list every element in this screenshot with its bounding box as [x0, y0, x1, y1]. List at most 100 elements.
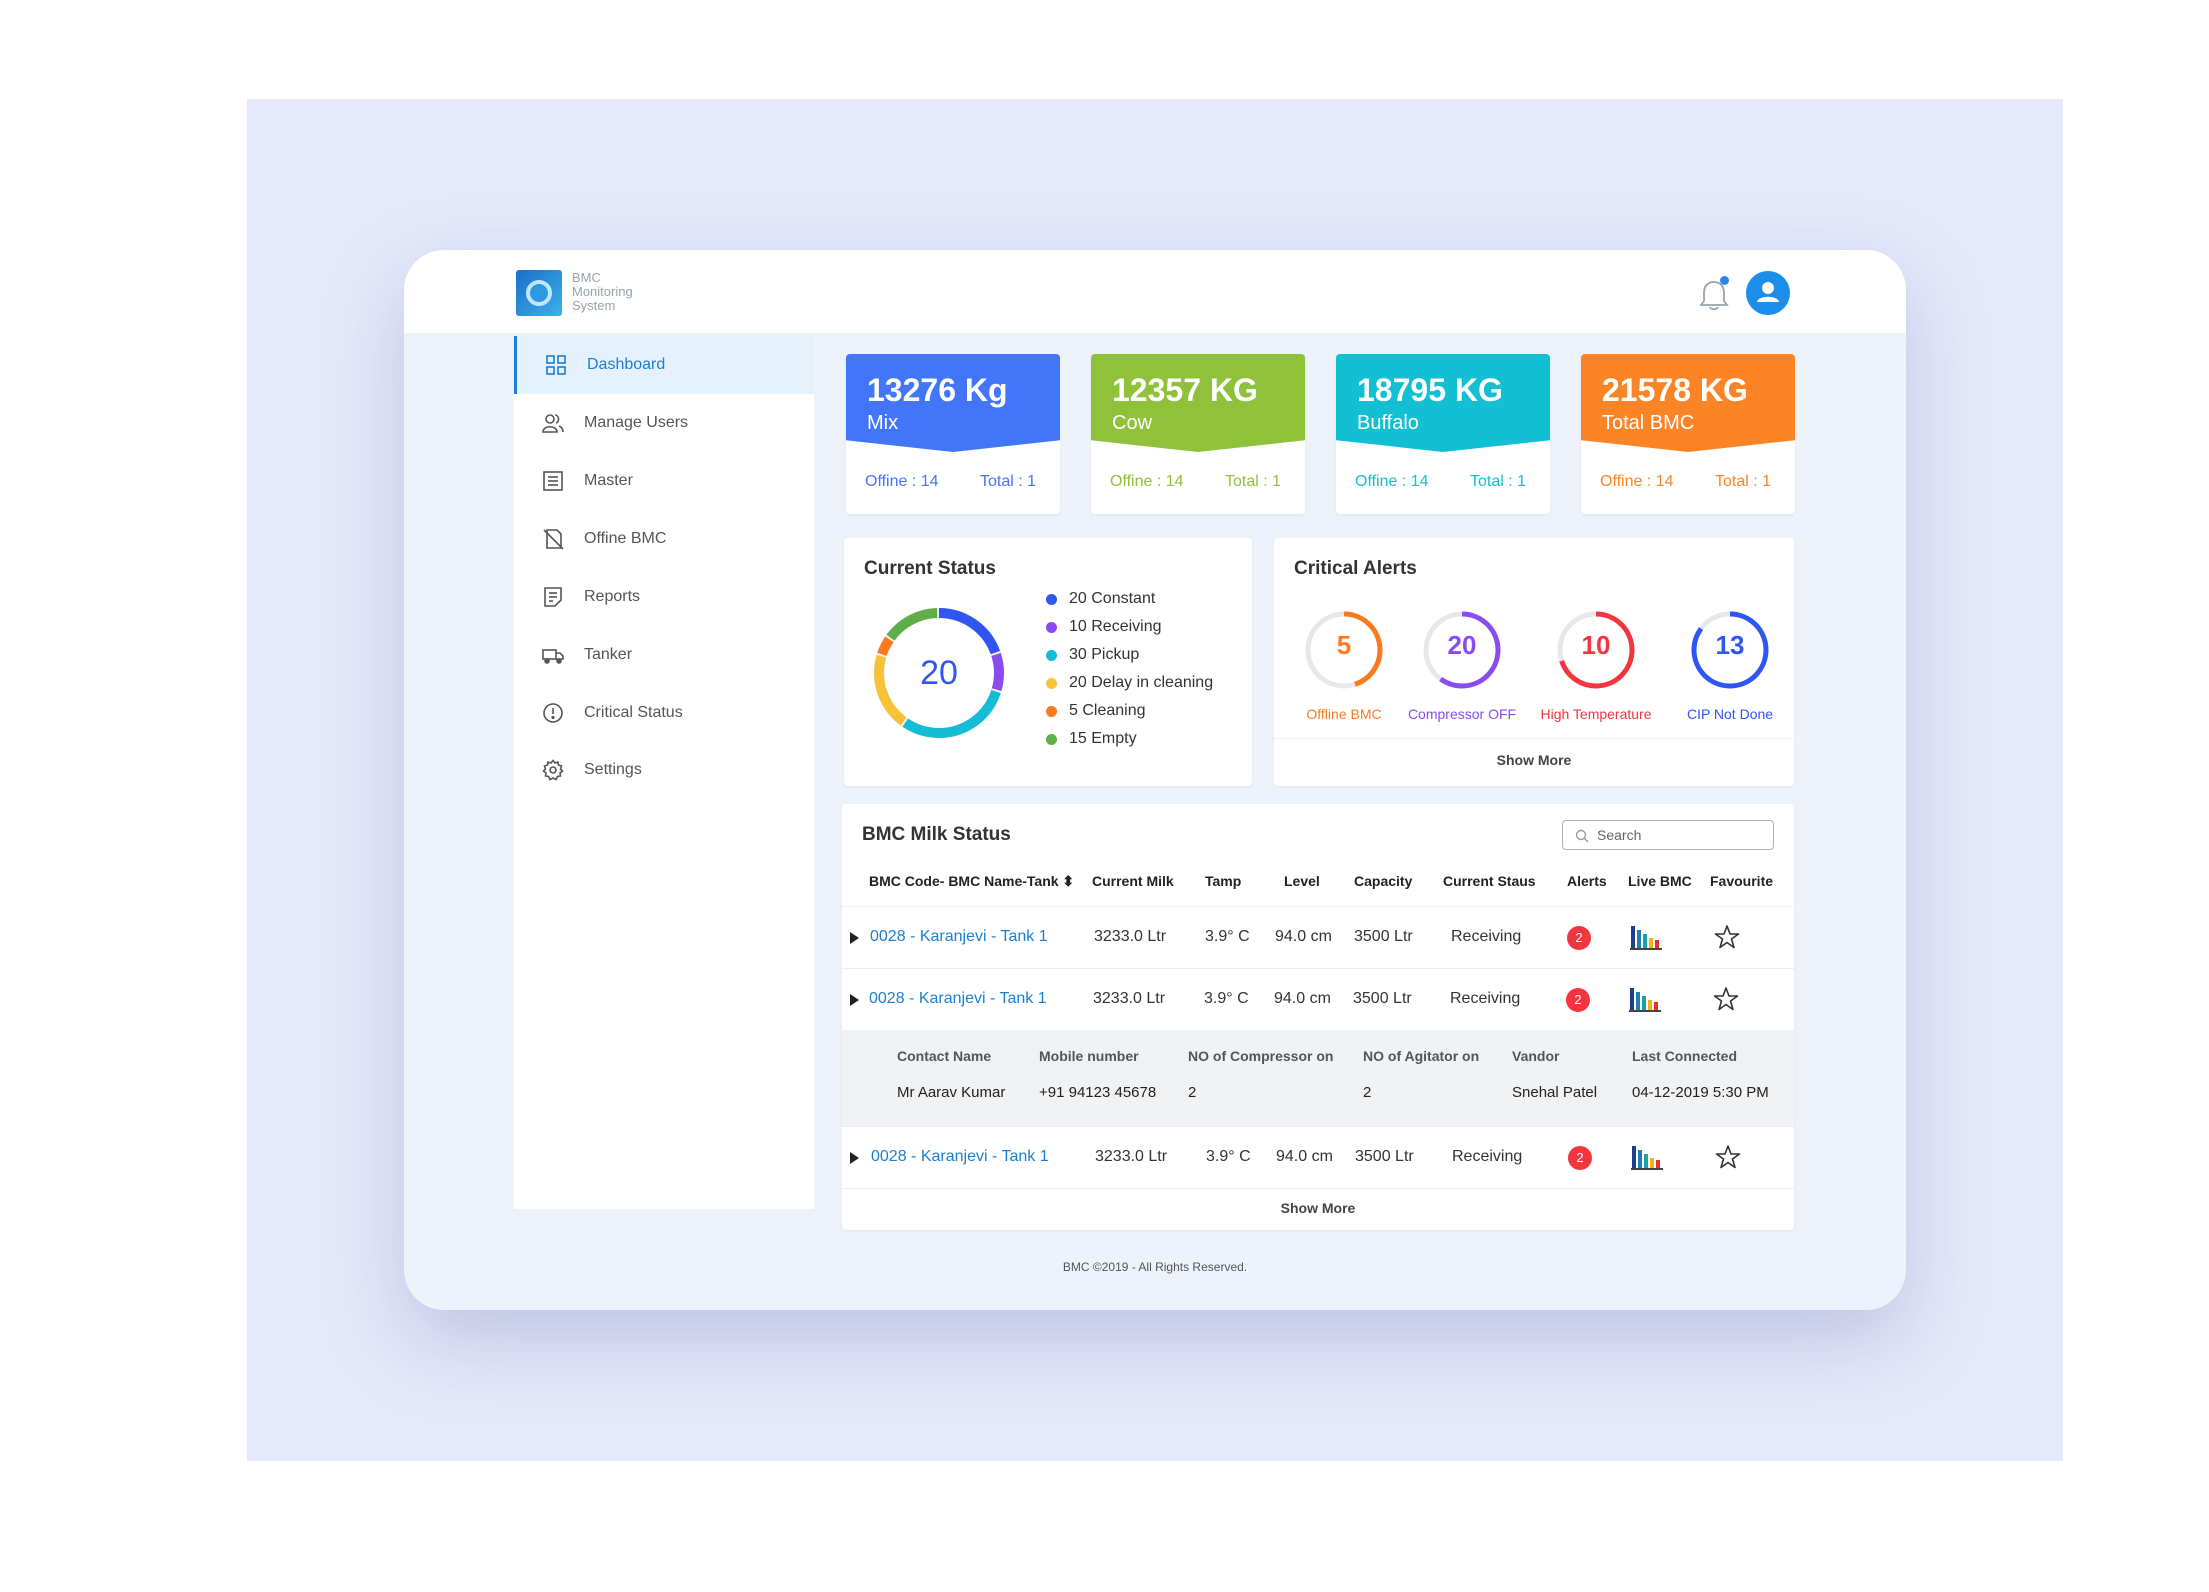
bmc-code-link[interactable]: 0028 - Karanjevi - Tank 1: [871, 1148, 1049, 1165]
level: 94.0 cm: [1276, 1148, 1333, 1165]
stat-card-buffalo[interactable]: 18795 KG Buffalo Offine : 14 Total : 1: [1336, 354, 1550, 514]
sidebar-item-offline-bmc[interactable]: Offine BMC: [514, 510, 814, 568]
alert-label: Offline BMC: [1306, 706, 1382, 722]
expand-row-icon[interactable]: [850, 932, 859, 944]
alert-offline-bmc[interactable]: 5 Offline BMC: [1274, 608, 1414, 722]
detail-header: Contact Name: [897, 1048, 992, 1064]
column-header: Favourite: [1710, 873, 1774, 889]
column-header[interactable]: BMC Code- BMC Name-Tank ⬍: [869, 873, 1074, 890]
detail-header: Last Connected: [1632, 1048, 1738, 1064]
avatar[interactable]: [1746, 271, 1790, 315]
expand-row-icon[interactable]: [850, 994, 859, 1006]
table-row[interactable]: 0028 - Karanjevi - Tank 1 3233.0 Ltr 3.9…: [842, 906, 1794, 968]
expand-row-icon[interactable]: [850, 1152, 859, 1164]
sidebar-item-master[interactable]: Master: [514, 452, 814, 510]
sort-icon[interactable]: ⬍: [1058, 873, 1075, 889]
stat-value: 13276 Kg: [867, 372, 1008, 408]
column-header: Capacity: [1354, 873, 1413, 889]
stat-offline: Offine : 14: [1355, 473, 1429, 490]
status-donut-chart: 20: [874, 608, 1004, 738]
legend-label: 20 Constant: [1069, 590, 1156, 607]
bmc-code-link[interactable]: 0028 - Karanjevi - Tank 1: [869, 990, 1047, 1007]
alert-high-temperature[interactable]: 10 High Temperature: [1526, 608, 1666, 722]
legend-dot: [1046, 733, 1057, 745]
temperature: 3.9° C: [1204, 990, 1249, 1007]
legend-item: 15 Empty: [1046, 730, 1137, 748]
detail-value: 2: [1363, 1084, 1372, 1101]
alert-cip-not-done[interactable]: 13 CIP Not Done: [1660, 608, 1800, 722]
legend-label: 5 Cleaning: [1069, 702, 1146, 719]
report-icon: [544, 587, 562, 607]
current-status-title: Current Status: [864, 558, 996, 579]
list-icon: [543, 471, 563, 491]
alert-badge[interactable]: 2: [1567, 926, 1591, 950]
capacity: 3500 Ltr: [1354, 928, 1413, 945]
live-bmc-chart-icon[interactable]: [1630, 924, 1662, 950]
detail-header: Vandor: [1512, 1048, 1560, 1064]
sidebar-item-manage-users[interactable]: Manage Users: [514, 394, 814, 452]
sidebar-item-label: Critical Status: [584, 704, 683, 721]
users-icon: [542, 414, 564, 433]
app-title-line: BMC: [572, 270, 601, 285]
table-row[interactable]: 0028 - Karanjevi - Tank 1 3233.0 Ltr 3.9…: [842, 1126, 1794, 1188]
capacity: 3500 Ltr: [1353, 990, 1412, 1007]
stat-card-header: 12357 KG Cow: [1091, 354, 1305, 452]
sidebar-item-dashboard[interactable]: Dashboard: [514, 336, 814, 394]
alert-compressor-off[interactable]: 20 Compressor OFF: [1392, 608, 1532, 722]
search-input[interactable]: Search: [1562, 820, 1774, 850]
legend-item: 5 Cleaning: [1046, 702, 1146, 720]
grid-icon: [546, 355, 566, 375]
legend-item: 20 Constant: [1046, 590, 1155, 608]
stat-total: Total : 1: [980, 473, 1037, 490]
stat-card-total-bmc[interactable]: 21578 KG Total BMC Offine : 14 Total : 1: [1581, 354, 1795, 514]
temperature: 3.9° C: [1205, 928, 1250, 945]
detail-value: Mr Aarav Kumar: [897, 1084, 1006, 1101]
alert-count: 5: [1336, 630, 1352, 660]
sidebar-item-tanker[interactable]: Tanker: [514, 626, 814, 684]
alert-label: High Temperature: [1540, 706, 1652, 722]
stat-card-cow[interactable]: 12357 KG Cow Offine : 14 Total : 1: [1091, 354, 1305, 514]
alert-badge[interactable]: 2: [1568, 1146, 1592, 1170]
bmc-code-link[interactable]: 0028 - Karanjevi - Tank 1: [870, 928, 1048, 945]
detail-header: NO of Agitator on: [1363, 1048, 1480, 1064]
detail-value: 2: [1188, 1084, 1197, 1101]
table-row[interactable]: 0028 - Karanjevi - Tank 1 3233.0 Ltr 3.9…: [842, 968, 1794, 1030]
legend-label: 20 Delay in cleaning: [1069, 674, 1214, 691]
alert-count: 13: [1715, 630, 1745, 660]
live-bmc-chart-icon[interactable]: [1631, 1144, 1663, 1170]
current-milk: 3233.0 Ltr: [1093, 990, 1166, 1007]
bell-icon[interactable]: [1696, 277, 1732, 313]
alert-ring: [1423, 611, 1501, 689]
level: 94.0 cm: [1274, 990, 1331, 1007]
table-show-more-button[interactable]: Show More: [1280, 1200, 1356, 1216]
column-header: Current Milk: [1092, 873, 1174, 889]
alert-label: Compressor OFF: [1407, 706, 1517, 722]
stat-total: Total : 1: [1715, 473, 1772, 490]
detail-header: Mobile number: [1039, 1048, 1139, 1064]
divider: [1274, 738, 1794, 739]
sidebar-item-reports[interactable]: Reports: [514, 568, 814, 626]
alerts-show-more-button[interactable]: Show More: [1496, 752, 1572, 768]
sidebar-item-label: Master: [584, 472, 633, 489]
column-header: Tamp: [1205, 873, 1242, 889]
favourite-star-icon[interactable]: [1714, 924, 1740, 950]
sidebar-item-critical-status[interactable]: Critical Status: [514, 684, 814, 742]
alert-ring: [1691, 611, 1769, 689]
sidebar-item-label: Dashboard: [587, 356, 666, 373]
live-bmc-chart-icon[interactable]: [1629, 986, 1661, 1012]
donut-center-value: 20: [920, 654, 958, 692]
alert-badge[interactable]: 2: [1566, 988, 1590, 1012]
favourite-star-icon[interactable]: [1715, 1144, 1741, 1170]
legend-label: 30 Pickup: [1069, 646, 1140, 663]
stat-offline: Offine : 14: [1110, 473, 1184, 490]
sidebar-item-settings[interactable]: Settings: [514, 741, 814, 799]
stat-card-mix[interactable]: 13276 Kg Mix Offine : 14 Total : 1: [846, 354, 1060, 514]
app-window: BMC Monitoring System Dashboard Manage U…: [404, 250, 1906, 1310]
offline-icon: [543, 529, 564, 550]
search-icon: [1575, 829, 1589, 843]
favourite-star-icon[interactable]: [1713, 986, 1739, 1012]
stat-label: Buffalo: [1357, 412, 1419, 434]
alert-ring-arc: [1423, 611, 1501, 689]
alert-ring: [1557, 611, 1635, 689]
legend-item: 20 Delay in cleaning: [1046, 674, 1213, 692]
